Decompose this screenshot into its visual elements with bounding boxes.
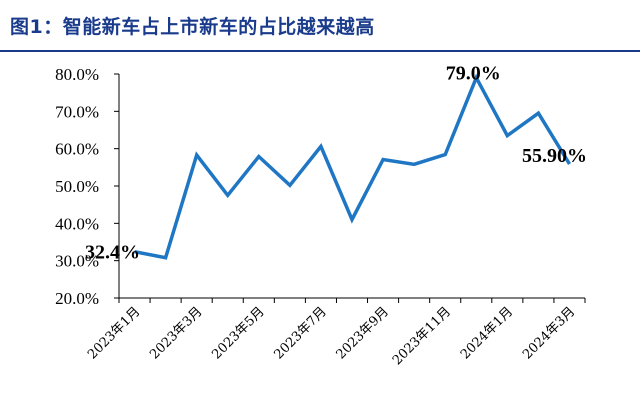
y-tick-label: 80.0% xyxy=(55,65,99,84)
series-group xyxy=(134,73,571,260)
y-tick-labels: 20.0% 30.0% 40.0% 50.0% 60.0% 70.0% 80.0% xyxy=(55,65,99,308)
x-tick-label: 2023年5月 xyxy=(209,304,267,362)
x-tick-labels: 2023年1月 2023年3月 2023年5月 2023年7月 2023年9月2023年… xyxy=(85,304,578,368)
x-tick-label: 2023年1月 xyxy=(85,304,143,362)
chart-axes xyxy=(114,73,586,303)
y-tick-label: 60.0% xyxy=(55,140,99,159)
x-tick-label: 2023年7月 xyxy=(272,304,330,362)
chart-title: 图1：智能新车占上市新车的占比越来越高 xyxy=(10,16,375,38)
data-label: 55.90% xyxy=(522,145,587,167)
data-label: 32.4% xyxy=(85,242,140,264)
x-tick-label: 2023年3月 xyxy=(147,304,205,362)
data-labels: 32.4% 79.0% 55.90% xyxy=(85,63,587,264)
series-line-0 xyxy=(134,73,571,260)
y-tick-label: 20.0% xyxy=(55,289,99,308)
x-tick-label: 2024年3月 xyxy=(520,304,578,362)
x-tick-label: 2024年1月 xyxy=(458,304,516,362)
y-tick-label: 50.0% xyxy=(55,177,99,196)
data-label: 79.0% xyxy=(446,63,501,85)
x-tick-label: 2023年9月 xyxy=(334,304,392,362)
y-tick-label: 70.0% xyxy=(55,102,99,121)
x-tick-label: 2023年11月 xyxy=(390,304,454,368)
title-underline xyxy=(0,50,640,52)
y-tick-label: 30.0% xyxy=(55,252,99,271)
y-tick-label: 40.0% xyxy=(55,214,99,233)
